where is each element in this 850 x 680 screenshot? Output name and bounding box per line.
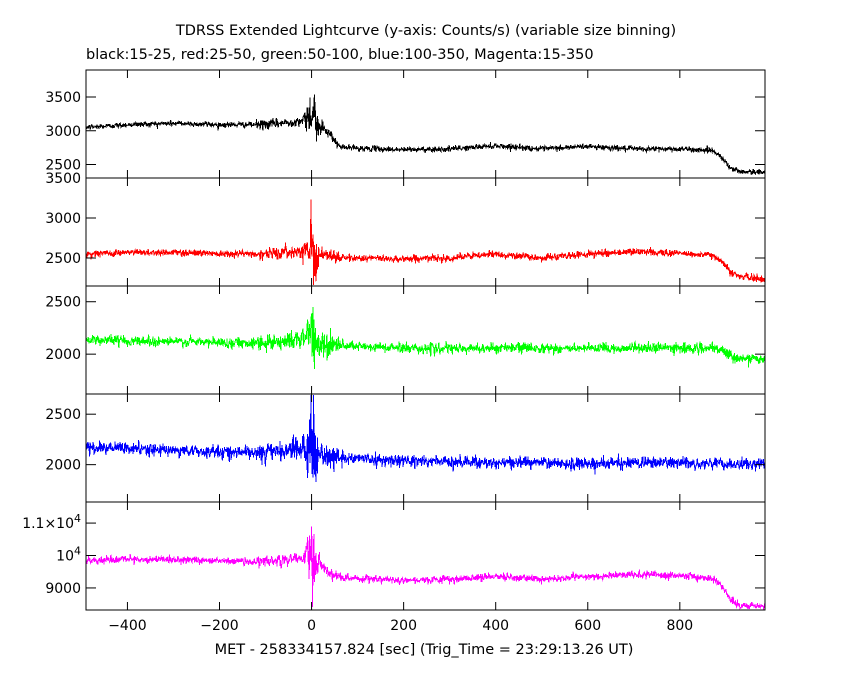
y-tick-label-15-25-2500: 2500 bbox=[45, 158, 81, 174]
y-tick-label-15-25-3000: 3000 bbox=[45, 124, 81, 140]
series-line-100-350 bbox=[85, 394, 766, 482]
y-tick-label-50-100-2000: 2000 bbox=[45, 347, 81, 363]
panel-15-350: 9000 104 1.1×104 bbox=[22, 501, 766, 611]
y-tick-label-25-50-3500: 3500 bbox=[45, 171, 81, 187]
panel-frame-50-100 bbox=[85, 285, 766, 395]
panel-frame-15-350 bbox=[85, 501, 766, 611]
panel-25-50: 2500 3000 3500 bbox=[45, 171, 766, 287]
y-tick-label-15-350-10000: 104 bbox=[56, 545, 81, 565]
x-tick-label-400: 400 bbox=[482, 618, 509, 634]
x-tick-label--400: −400 bbox=[108, 618, 146, 634]
x-tick-label-800: 800 bbox=[666, 618, 693, 634]
panel-50-100: 2000 2500 bbox=[45, 285, 766, 395]
panel-frame-100-350 bbox=[85, 393, 766, 503]
series-line-15-25 bbox=[85, 94, 766, 176]
chart-title: TDRSS Extended Lightcurve (y-axis: Count… bbox=[175, 23, 676, 39]
x-tick-label-600: 600 bbox=[574, 618, 601, 634]
x-tick-label-0: 0 bbox=[307, 618, 316, 634]
y-tick-label-25-50-3000: 3000 bbox=[45, 211, 81, 227]
y-tick-label-100-350-2000: 2000 bbox=[45, 458, 81, 474]
y-tick-label-15-25-3500: 3500 bbox=[45, 90, 81, 106]
x-axis: −400 −200 0 200 400 600 800 bbox=[108, 618, 693, 634]
y-tick-label-15-350-11000: 1.1×104 bbox=[22, 512, 81, 532]
y-tick-label-50-100-2500: 2500 bbox=[45, 295, 81, 311]
panel-100-350: 2000 2500 bbox=[45, 393, 766, 503]
series-line-15-350 bbox=[85, 526, 766, 611]
series-line-50-100 bbox=[85, 306, 766, 370]
y-tick-label-100-350-2500: 2500 bbox=[45, 407, 81, 423]
panels-group: 2500300035002500300035002000250020002500… bbox=[22, 69, 766, 611]
panel-frame-25-50 bbox=[85, 177, 766, 287]
x-axis-label: MET - 258334157.824 [sec] (Trig_Time = 2… bbox=[215, 642, 634, 658]
y-tick-label-25-50-2500: 2500 bbox=[45, 251, 81, 267]
x-tick-label-200: 200 bbox=[390, 618, 417, 634]
series-line-25-50 bbox=[85, 199, 766, 286]
panel-15-25: 2500 3000 3500 bbox=[45, 69, 766, 179]
x-tick-label--200: −200 bbox=[200, 618, 238, 634]
y-tick-label-15-350-9000: 9000 bbox=[45, 581, 81, 597]
chart-subtitle: black:15-25, red:25-50, green:50-100, bl… bbox=[86, 47, 594, 63]
